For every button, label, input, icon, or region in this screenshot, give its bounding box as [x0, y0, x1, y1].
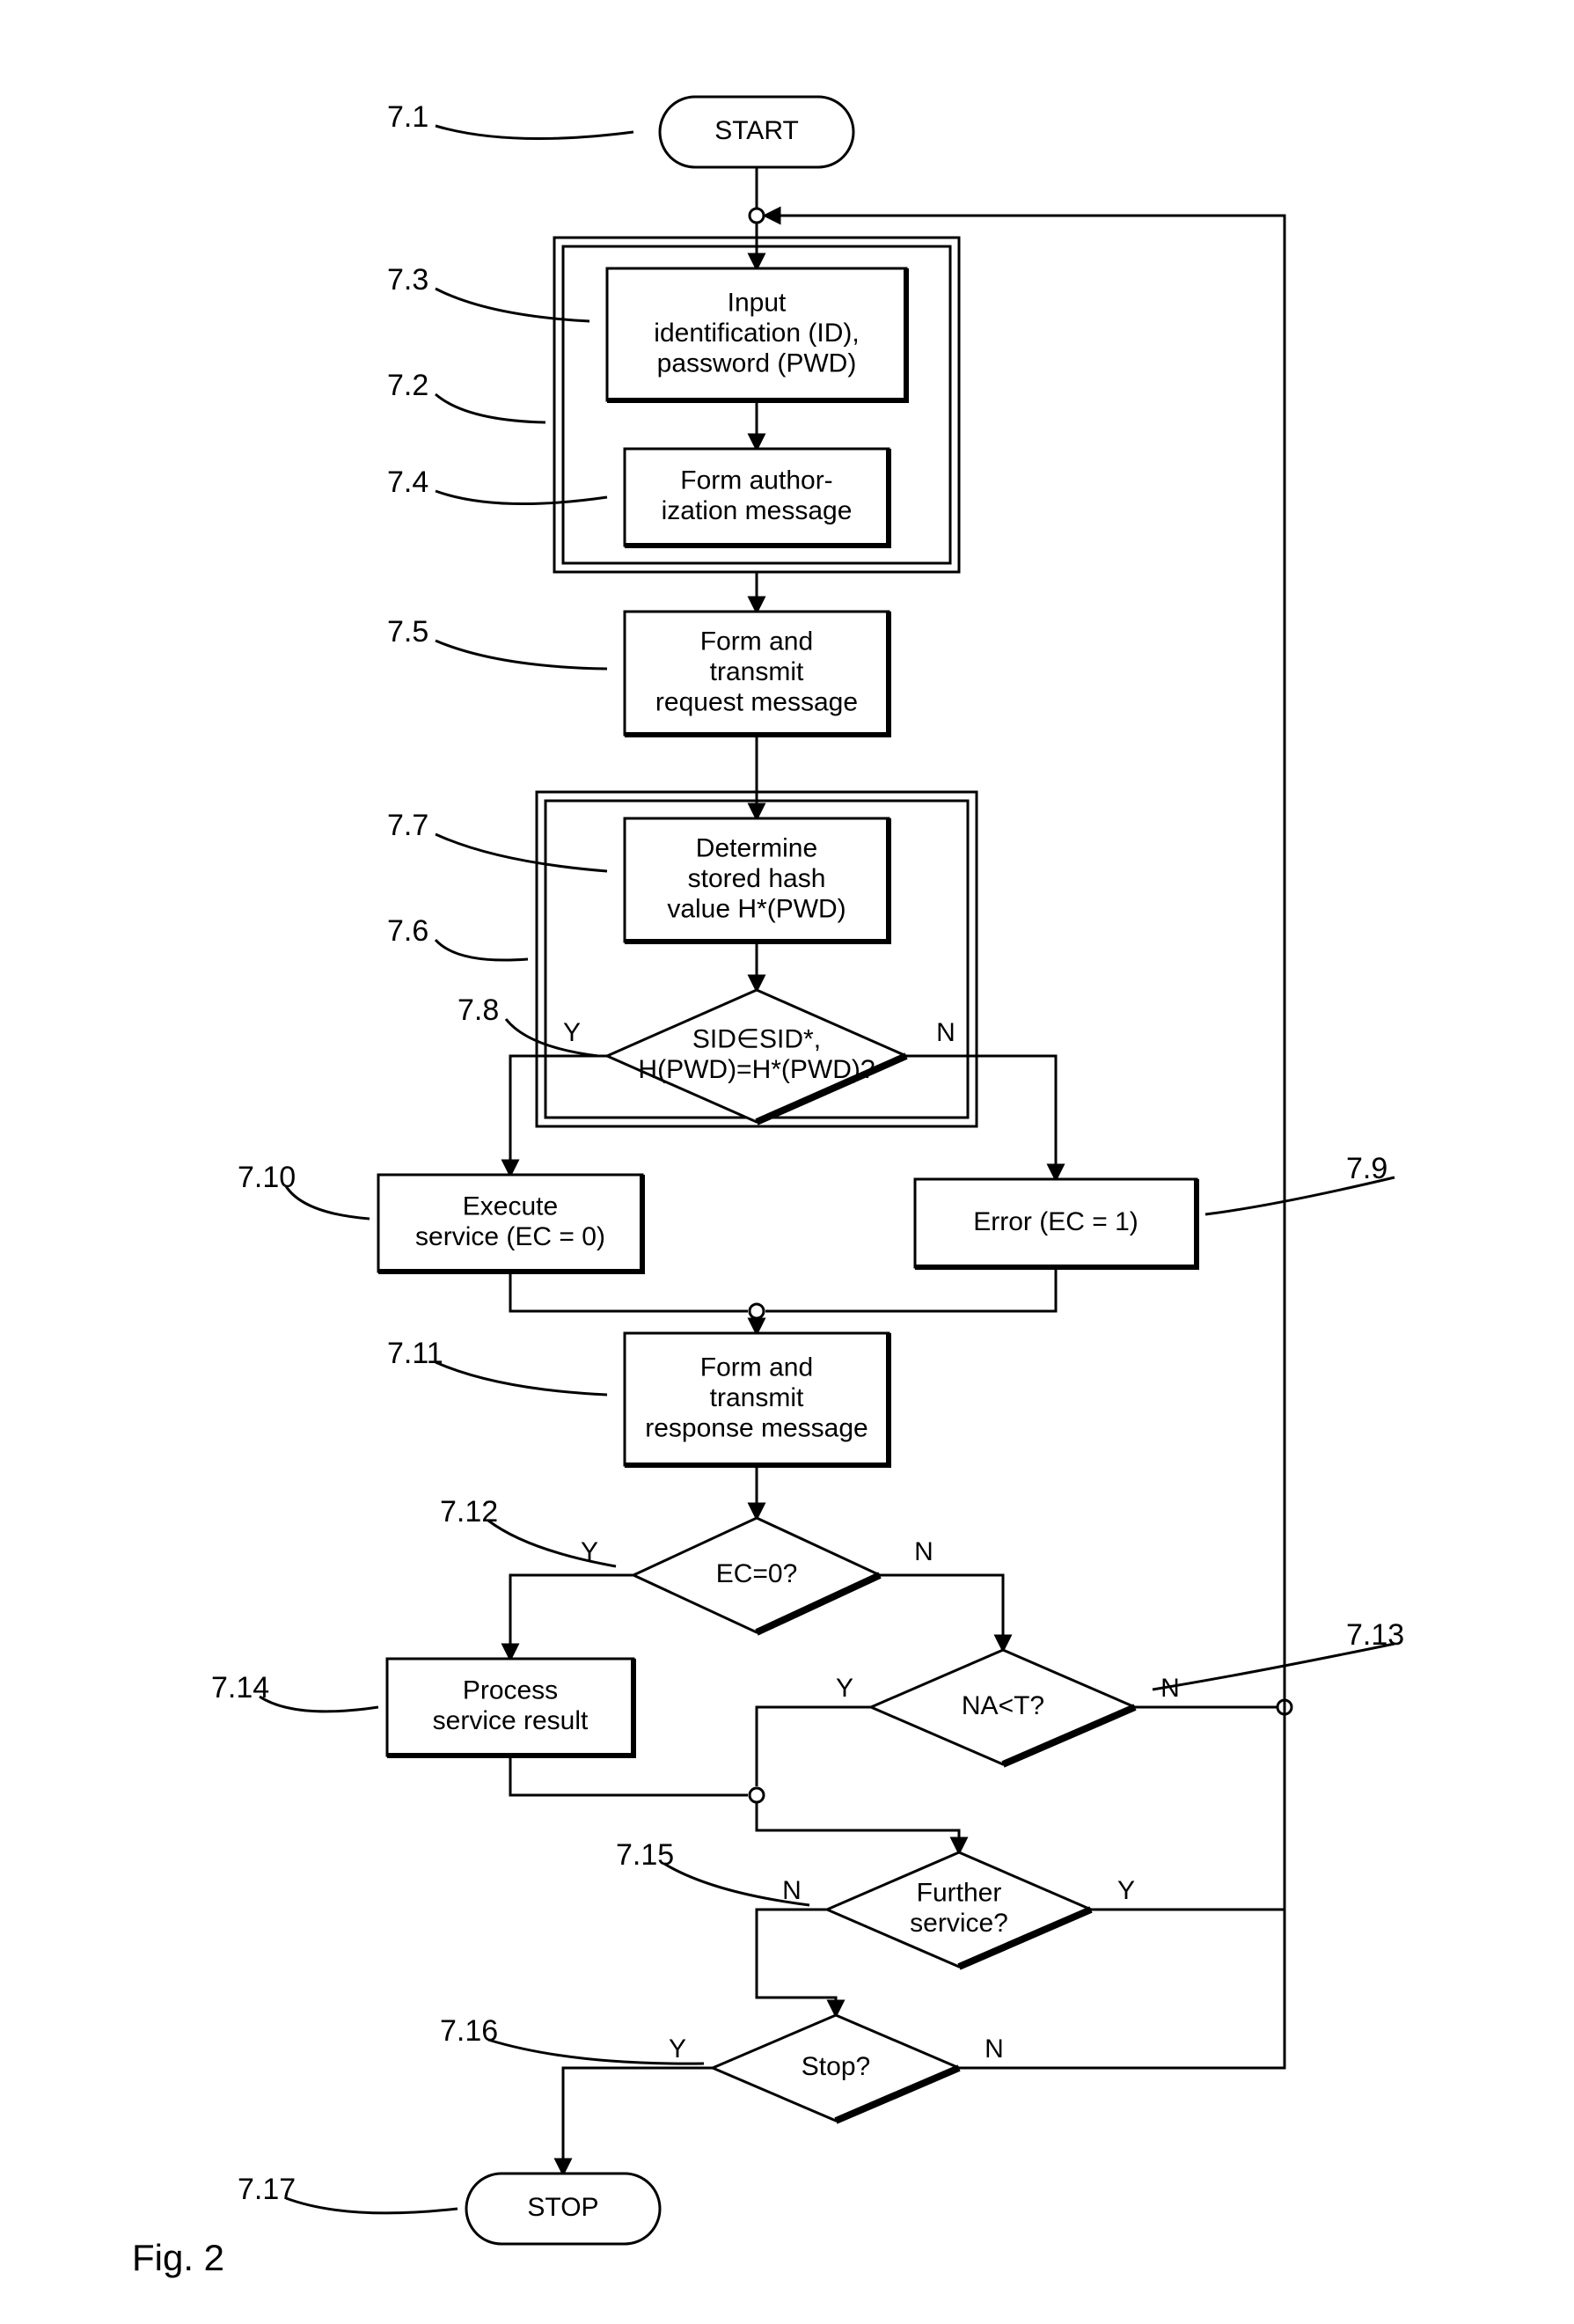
branch-label: N: [936, 1018, 955, 1047]
ref-label-7.13: 7.13: [1346, 1618, 1404, 1652]
label-connector: [436, 641, 607, 669]
ref-label-7.17: 7.17: [238, 2173, 296, 2206]
ref-label-7.3: 7.3: [387, 263, 428, 297]
edge: [757, 1795, 959, 1852]
edge: [563, 2068, 713, 2174]
node-text: ization message: [662, 496, 853, 525]
merge-point: [750, 209, 764, 223]
node-text: transmit: [710, 657, 804, 686]
node-text: STOP: [527, 2193, 598, 2222]
node-text: EC=0?: [716, 1559, 798, 1588]
ref-label-7.8: 7.8: [458, 993, 499, 1027]
node-text: request message: [655, 687, 858, 716]
node-text: Input: [728, 288, 787, 317]
node-text: Execute: [463, 1192, 558, 1221]
label-connector: [436, 289, 589, 321]
edge: [510, 1272, 748, 1311]
ref-label-7.1: 7.1: [387, 100, 428, 134]
edge: [880, 1575, 1003, 1650]
label-connector: [436, 834, 607, 871]
label-connector: [436, 491, 607, 504]
label-connector: [436, 940, 528, 960]
ref-label-7.16: 7.16: [440, 2014, 498, 2048]
node-text: Determine: [696, 833, 817, 862]
ref-label-7.6: 7.6: [387, 914, 428, 948]
node-text: response message: [645, 1413, 868, 1442]
label-connector: [436, 394, 545, 422]
ref-label-7.9: 7.9: [1346, 1152, 1387, 1185]
label-connector: [506, 1019, 598, 1056]
ref-label-7.15: 7.15: [616, 1838, 674, 1872]
branch-label: N: [1160, 1674, 1180, 1703]
node-text: service result: [433, 1706, 589, 1735]
ref-label-7.2: 7.2: [387, 369, 428, 402]
merge-point: [750, 1304, 764, 1318]
node-text: service (EC = 0): [415, 1222, 605, 1251]
ref-label-7.5: 7.5: [387, 615, 428, 649]
node-text: transmit: [710, 1383, 804, 1412]
branch-label: Y: [563, 1018, 581, 1047]
node-text: Stop?: [802, 2052, 870, 2081]
ref-label-7.10: 7.10: [238, 1161, 296, 1194]
label-connector: [436, 1362, 607, 1395]
ref-label-7.11: 7.11: [387, 1337, 443, 1370]
edge: [757, 1707, 871, 1786]
node-text: identification (ID),: [654, 319, 859, 348]
label-connector: [436, 126, 633, 139]
branch-label: N: [914, 1537, 933, 1566]
ref-label-7.7: 7.7: [387, 809, 428, 842]
edge: [757, 1910, 836, 2015]
node-text: service?: [910, 1909, 1008, 1938]
figure-label: Fig. 2: [132, 2237, 224, 2278]
branch-label: Y: [1117, 1876, 1135, 1905]
branch-label: Y: [669, 2034, 686, 2064]
ref-label-7.4: 7.4: [387, 466, 428, 499]
node-text: Further: [917, 1879, 1002, 1908]
label-connector: [260, 1697, 378, 1712]
ref-label-7.14: 7.14: [211, 1671, 269, 1705]
node-text: SID∈SID*,: [692, 1025, 821, 1054]
branch-label: N: [782, 1876, 802, 1905]
flowchart-canvas: START Inputidentification (ID),password (…: [18, 18, 1574, 2306]
node-text: Form and: [700, 627, 813, 656]
edge: [765, 1267, 1056, 1311]
branch-label: N: [985, 2034, 1004, 2064]
edge: [510, 1056, 607, 1175]
edge: [510, 1756, 748, 1795]
node-text: stored hash: [688, 864, 826, 893]
node-text: Form and: [700, 1353, 813, 1382]
node-text: NA<T?: [962, 1691, 1044, 1720]
merge-point: [750, 1788, 764, 1802]
node-text: Error (EC = 1): [973, 1207, 1138, 1236]
node-text: START: [714, 116, 799, 145]
edge: [510, 1575, 633, 1659]
branch-label: Y: [836, 1674, 853, 1703]
branch-label: Y: [581, 1537, 598, 1566]
node-text: H(PWD)=H*(PWD)?: [638, 1055, 875, 1084]
node-text: Form author-: [680, 466, 832, 495]
label-connector: [286, 2198, 458, 2213]
ref-label-7.12: 7.12: [440, 1495, 498, 1529]
node-text: password (PWD): [657, 348, 857, 378]
label-connector: [286, 1186, 370, 1219]
node-text: value H*(PWD): [667, 894, 846, 923]
node-text: Process: [463, 1676, 558, 1705]
